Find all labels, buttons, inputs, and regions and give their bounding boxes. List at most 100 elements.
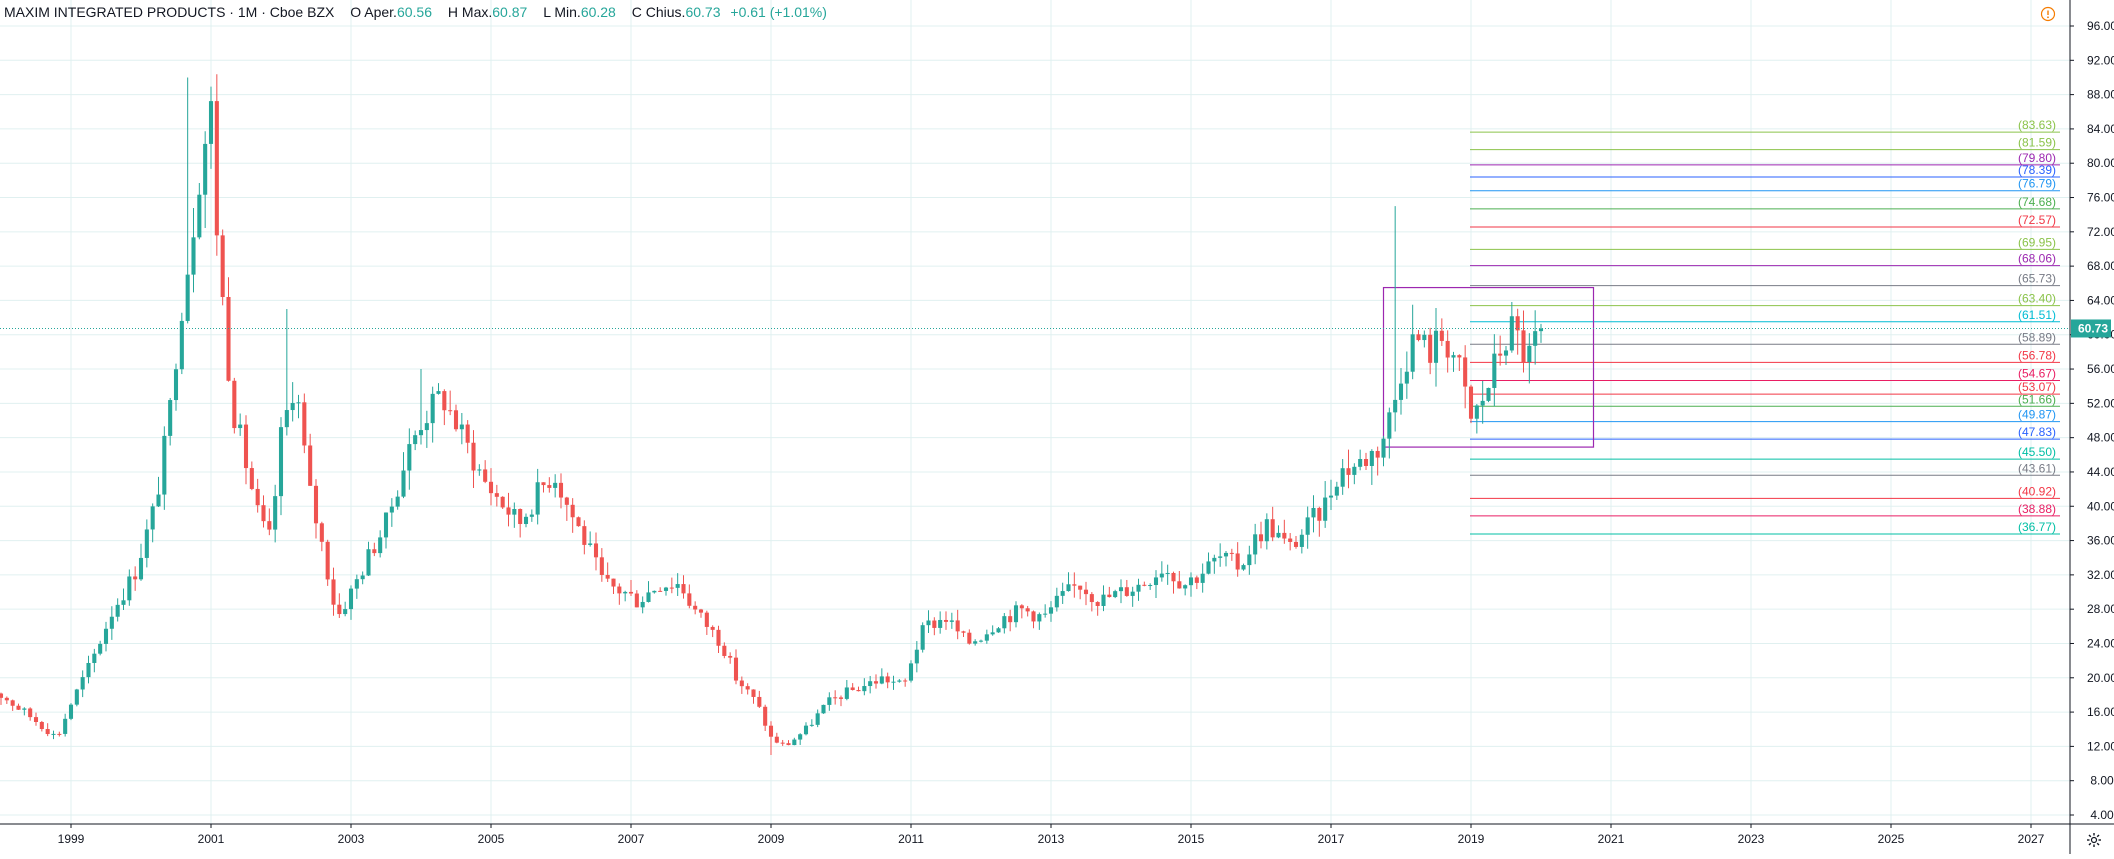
candle-body[interactable] [4, 697, 9, 701]
candle-body[interactable] [1031, 611, 1036, 622]
candle-body[interactable] [646, 592, 651, 602]
candle-body[interactable] [1375, 450, 1380, 458]
candle-body[interactable] [1358, 459, 1363, 467]
candle-body[interactable] [319, 523, 324, 542]
candle-body[interactable] [932, 620, 937, 628]
candle-body[interactable] [168, 400, 173, 436]
candle-body[interactable] [348, 588, 354, 610]
candle-body[interactable] [751, 689, 756, 697]
range-box[interactable] [1382, 286, 1595, 448]
candle-body[interactable] [10, 700, 15, 706]
candle-body[interactable] [1404, 371, 1409, 384]
candle-body[interactable] [1165, 572, 1170, 574]
candle-body[interactable] [973, 641, 978, 644]
candle-body[interactable] [22, 708, 27, 710]
candle-body[interactable] [331, 579, 336, 605]
candle-body[interactable] [214, 101, 219, 236]
candle-body[interactable] [1533, 331, 1538, 346]
candle-body[interactable] [506, 507, 511, 515]
candle-body[interactable] [1089, 594, 1094, 603]
candle-body[interactable] [1235, 553, 1240, 570]
candle-body[interactable] [284, 410, 289, 428]
candle-body[interactable] [1422, 334, 1427, 341]
candle-body[interactable] [576, 517, 581, 527]
candle-body[interactable] [1194, 577, 1199, 583]
candle-body[interactable] [191, 237, 196, 275]
candle-body[interactable] [873, 681, 879, 684]
candle-body[interactable] [1072, 584, 1077, 586]
candle-body[interactable] [675, 584, 680, 588]
candle-body[interactable] [523, 516, 529, 525]
candle-body[interactable] [261, 505, 266, 522]
candle-body[interactable] [739, 680, 744, 687]
candle-body[interactable] [978, 640, 984, 642]
candle-body[interactable] [564, 497, 569, 505]
candle-body[interactable] [862, 686, 867, 692]
candle-body[interactable] [1060, 591, 1065, 596]
candle-body[interactable] [436, 391, 441, 394]
candle-body[interactable] [1258, 534, 1264, 542]
candle-body[interactable] [1043, 613, 1048, 615]
candle-body[interactable] [325, 541, 330, 580]
candle-body[interactable] [1136, 584, 1141, 592]
candle-body[interactable] [156, 494, 161, 507]
candle-body[interactable] [343, 609, 348, 615]
candle-body[interactable] [768, 725, 774, 737]
candle-body[interactable] [1159, 573, 1164, 578]
candle-body[interactable] [1288, 538, 1293, 542]
candle-body[interactable] [582, 526, 587, 545]
candle-body[interactable] [1521, 330, 1526, 363]
candle-body[interactable] [494, 493, 499, 497]
candle-body[interactable] [996, 628, 1001, 633]
candle-body[interactable] [1247, 554, 1252, 566]
candle-body[interactable] [395, 496, 400, 507]
candle-body[interactable] [1124, 587, 1129, 596]
candle-body[interactable] [208, 101, 214, 144]
fib-range-box[interactable] [1382, 286, 1595, 448]
candle-body[interactable] [109, 616, 114, 629]
candle-body[interactable] [389, 506, 394, 513]
candle-body[interactable] [897, 680, 902, 682]
candle-body[interactable] [955, 620, 960, 632]
candle-body[interactable] [885, 676, 890, 683]
candle-body[interactable] [98, 643, 103, 654]
candle-body[interactable] [558, 482, 564, 498]
candle-body[interactable] [1503, 350, 1509, 356]
candle-body[interactable] [757, 696, 762, 707]
candle-body[interactable] [313, 485, 319, 524]
candle-body[interactable] [430, 393, 435, 424]
candle-body[interactable] [203, 143, 208, 195]
candle-body[interactable] [984, 634, 989, 641]
candle-body[interactable] [121, 600, 126, 605]
candle-body[interactable] [302, 402, 307, 446]
candle-body[interactable] [471, 442, 476, 471]
candle-body[interactable] [716, 629, 721, 646]
candle-body[interactable] [588, 543, 593, 545]
candle-body[interactable] [1439, 330, 1444, 341]
candle-body[interactable] [133, 576, 138, 580]
candle-body[interactable] [442, 391, 447, 411]
candle-body[interactable] [943, 619, 949, 622]
symbol-title[interactable]: MAXIM INTEGRATED PRODUCTS · 1M · Cboe BZ… [4, 4, 335, 20]
candle-body[interactable] [611, 578, 616, 587]
candle-body[interactable] [127, 576, 132, 601]
candle-body[interactable] [372, 549, 377, 554]
candle-body[interactable] [786, 743, 791, 746]
candle-body[interactable] [1206, 561, 1211, 574]
candle-body[interactable] [868, 681, 873, 687]
candle-body[interactable] [1445, 340, 1450, 358]
candle-body[interactable] [1142, 584, 1147, 586]
candle-body[interactable] [63, 718, 68, 734]
candle-body[interactable] [698, 609, 704, 613]
candle-body[interactable] [418, 430, 424, 436]
candle-body[interactable] [570, 504, 575, 518]
candle-body[interactable] [1398, 383, 1404, 400]
candle-body[interactable] [273, 496, 278, 530]
candle-body[interactable] [1340, 468, 1345, 487]
candle-body[interactable] [1328, 495, 1334, 498]
candle-body[interactable] [512, 509, 517, 515]
candle-body[interactable] [821, 704, 826, 714]
candle-body[interactable] [1293, 541, 1299, 547]
candle-body[interactable] [337, 604, 342, 615]
candle-body[interactable] [1352, 466, 1357, 475]
